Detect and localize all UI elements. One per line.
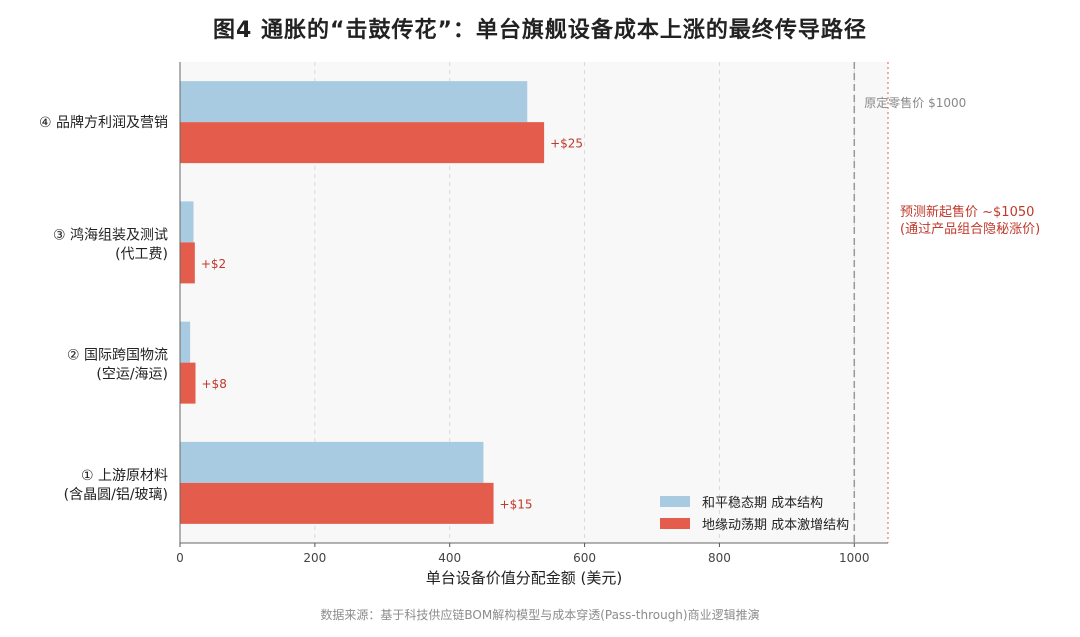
- x-tick-label: 200: [303, 551, 326, 565]
- bar-turmoil: [180, 122, 545, 164]
- forecast-price-label: 预测新起售价 ~$1050: [900, 204, 1034, 220]
- bar-peace: [180, 441, 484, 483]
- bar-peace: [180, 201, 194, 243]
- category-sublabel: (空运/海运): [96, 367, 168, 383]
- original-price-label: 原定零售价 $1000: [864, 95, 966, 110]
- category-sublabel: (代工费): [115, 246, 168, 262]
- bar-peace: [180, 321, 191, 363]
- legend-item-turmoil: 地缘动荡期 成本激增结构: [660, 512, 849, 534]
- chart-title: 图4 通胀的“击鼓传花”：单台旗舰设备成本上涨的最终传导路径: [213, 18, 867, 43]
- legend-swatch-turmoil: [660, 517, 690, 529]
- x-tick-label: 1000: [839, 551, 870, 565]
- source-note: 数据来源：基于科技供应链BOM解构模型与成本穿透(Pass-through)商业…: [320, 608, 760, 622]
- delta-label: +$25: [550, 137, 583, 151]
- bar-turmoil: [180, 242, 195, 284]
- legend-item-peace: 和平稳态期 成本结构: [660, 490, 849, 512]
- delta-label: +$2: [201, 257, 226, 271]
- category-label: ③ 鸿海组装及测试: [53, 226, 168, 243]
- category-labels: ① 上游原材料 (含晶圆/铝/玻璃) ② 国际跨国物流 (空运/海运) ③ 鸿海组装及测…: [39, 114, 168, 503]
- forecast-price-note: (通过产品组合隐秘涨价): [900, 222, 1040, 237]
- category-label: ② 国际跨国物流: [67, 348, 168, 364]
- x-tick-label: 400: [438, 551, 461, 565]
- legend-label-peace: 和平稳态期 成本结构: [702, 495, 824, 511]
- axes: 0 200 400 600 800 1000 单台设备价值分配金额 (美元): [176, 62, 888, 587]
- bar-peace: [180, 81, 528, 123]
- bars: +$15 +$8 +$2 +$25: [180, 81, 583, 524]
- x-tick-label: 0: [176, 551, 184, 565]
- reference-lines: 原定零售价 $1000 预测新起售价 ~$1050 (通过产品组合隐秘涨价): [853, 62, 1040, 543]
- delta-label: +$8: [202, 377, 227, 391]
- x-axis-label: 单台设备价值分配金额 (美元): [426, 569, 622, 587]
- legend: 和平稳态期 成本结构 地缘动荡期 成本激增结构: [660, 490, 849, 534]
- delta-label: +$15: [500, 497, 533, 511]
- bar-turmoil: [180, 482, 494, 524]
- bar-turmoil: [180, 362, 196, 404]
- category-label: ① 上游原材料: [81, 468, 168, 484]
- legend-swatch-peace: [660, 495, 690, 507]
- category-label: ④ 品牌方利润及营销: [39, 114, 168, 131]
- legend-label-turmoil: 地缘动荡期 成本激增结构: [702, 517, 850, 533]
- x-tick-label: 600: [573, 551, 596, 565]
- x-tick-label: 800: [708, 551, 731, 565]
- category-sublabel: (含晶圆/铝/玻璃): [64, 486, 168, 503]
